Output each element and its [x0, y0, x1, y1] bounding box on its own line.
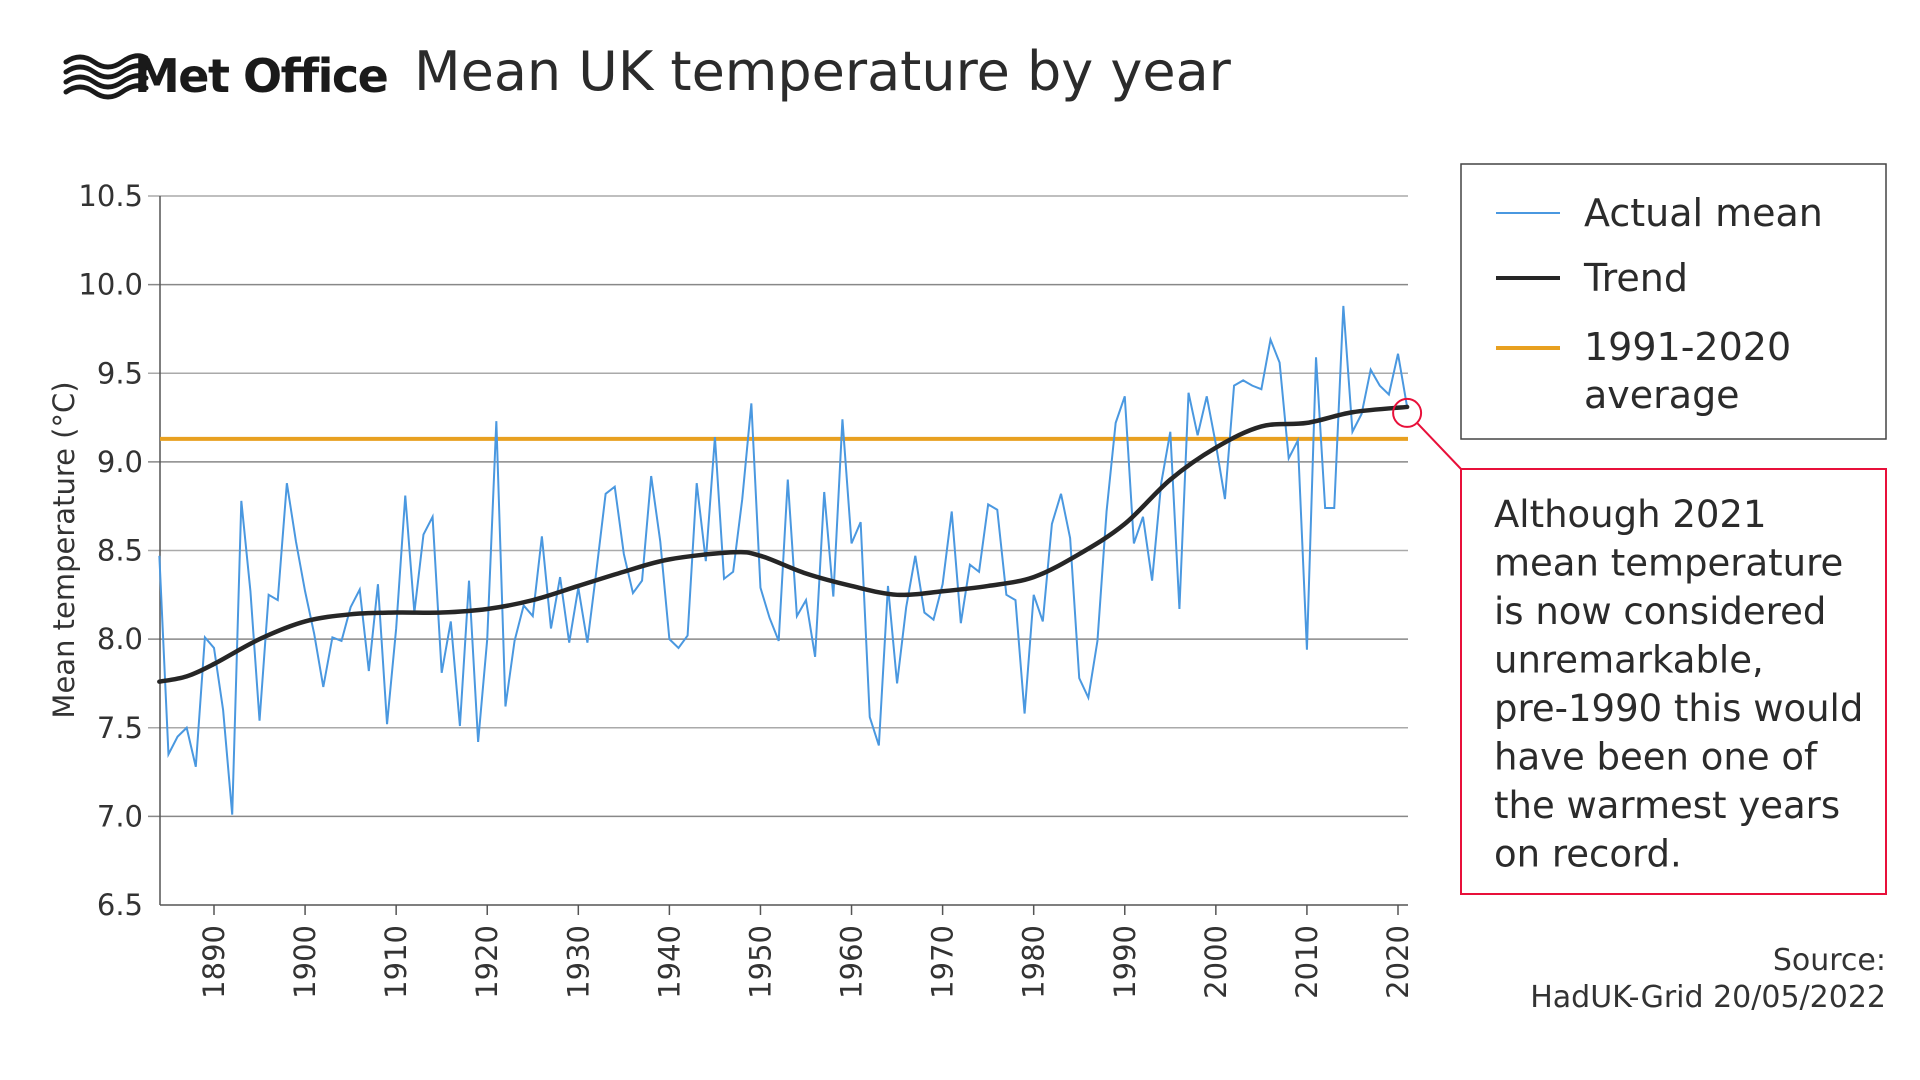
legend-label-trend: Trend: [1583, 256, 1688, 300]
x-tick-label: 1970: [926, 925, 960, 999]
annotation-text: Although 2021 mean temperature is now cons…: [1494, 493, 1863, 876]
x-tick-label: 1940: [652, 925, 686, 999]
y-tick-label: 8.0: [97, 622, 143, 656]
x-tick-label: 1990: [1108, 925, 1142, 999]
logo-text: Met Office: [134, 49, 387, 103]
x-tick-label: 1920: [470, 925, 504, 999]
source-text: HadUK-Grid 20/05/2022: [1530, 980, 1886, 1015]
x-tick-label: 1960: [835, 925, 869, 999]
y-tick-label: 8.5: [97, 534, 143, 568]
legend-label-actual: Actual mean: [1584, 191, 1823, 235]
y-tick-label: 7.0: [97, 799, 143, 833]
x-tick-label: 2000: [1199, 925, 1233, 999]
legend-label-average-2: average: [1584, 373, 1740, 417]
x-tick-label: 1930: [561, 925, 595, 999]
x-tick-label: 1950: [743, 925, 777, 999]
legend-box: [1460, 163, 1887, 440]
waves-icon: [63, 53, 149, 100]
plot-series: [157, 305, 1410, 815]
annotation-box: [1460, 468, 1887, 895]
y-tick-label: 9.0: [97, 445, 143, 479]
met-office-logo: Met Office: [63, 49, 389, 103]
x-tick-label: 2020: [1381, 925, 1415, 999]
trend-line: [157, 404, 1410, 684]
annotation-connector: [1416, 422, 1462, 470]
gridlines: [148, 195, 1408, 818]
highlight-circle: [1392, 397, 1423, 428]
annotation: Although 2021 mean temperature is now cons…: [1392, 397, 1887, 895]
legend: Actual mean Trend 1991-2020 average: [1460, 163, 1887, 440]
x-tick-label: 1980: [1017, 925, 1051, 999]
annotation-line: have been one of: [1494, 736, 1818, 779]
y-tick-labels: 6.5 7.0 7.5 8.0 8.5 9.0 9.5 10.0 10.5: [78, 179, 143, 922]
y-tick-label: 10.5: [78, 179, 143, 213]
annotation-line: mean temperature: [1494, 542, 1843, 585]
x-tick-labels: 1890 1900 1910 1920 1930 1940 1950 1960 1970 1980…: [197, 905, 1415, 999]
y-axis-label: Mean temperature (°C): [47, 381, 81, 718]
page-title: Mean UK temperature by year: [414, 40, 1232, 103]
x-tick-label: 1900: [288, 925, 322, 999]
actual-mean-line: [158, 305, 1409, 815]
x-tick-label: 1910: [379, 925, 413, 999]
y-tick-label: 10.0: [78, 268, 143, 302]
annotation-line: on record.: [1494, 833, 1682, 876]
source-label: Source:: [1773, 943, 1886, 978]
annotation-line: unremarkable,: [1494, 639, 1764, 682]
annotation-line: the warmest years: [1494, 784, 1840, 827]
annotation-line: Although 2021: [1494, 493, 1767, 536]
x-tick-label: 2010: [1290, 925, 1324, 999]
x-tick-label: 1890: [197, 925, 231, 999]
y-tick-label: 6.5: [97, 888, 143, 922]
legend-label-average-1: 1991-2020: [1584, 325, 1791, 369]
y-tick-label: 7.5: [97, 711, 143, 745]
y-tick-label: 9.5: [97, 356, 143, 390]
annotation-line: is now considered: [1494, 590, 1826, 633]
annotation-line: pre-1990 this would: [1494, 687, 1863, 730]
